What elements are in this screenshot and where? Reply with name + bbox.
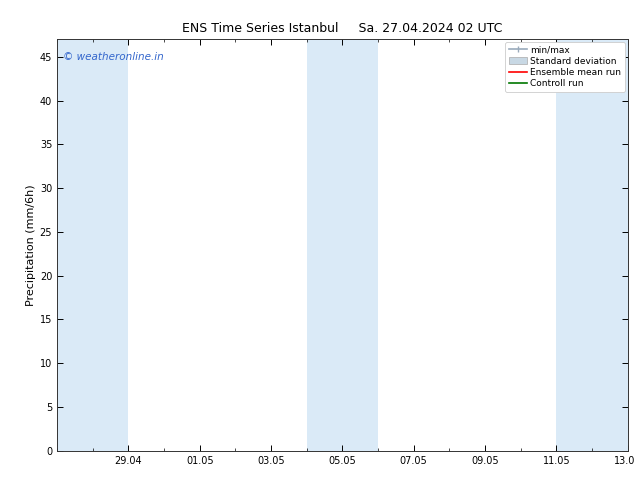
Legend: min/max, Standard deviation, Ensemble mean run, Controll run: min/max, Standard deviation, Ensemble me… xyxy=(505,42,625,92)
Bar xyxy=(557,39,628,451)
Bar xyxy=(307,39,378,451)
Title: ENS Time Series Istanbul     Sa. 27.04.2024 02 UTC: ENS Time Series Istanbul Sa. 27.04.2024 … xyxy=(182,22,503,35)
Text: © weatheronline.in: © weatheronline.in xyxy=(63,51,164,62)
Y-axis label: Precipitation (mm/6h): Precipitation (mm/6h) xyxy=(25,184,36,306)
Bar xyxy=(57,39,128,451)
